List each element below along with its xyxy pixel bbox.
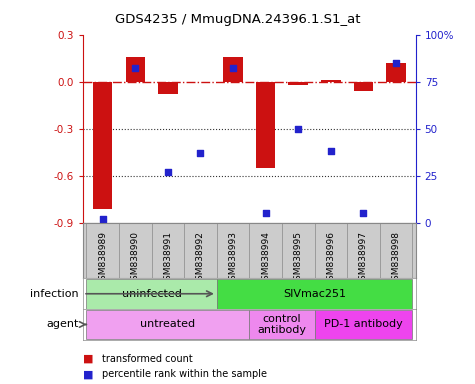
Point xyxy=(392,60,400,66)
Text: GSM838993: GSM838993 xyxy=(228,231,238,286)
Bar xyxy=(217,279,412,308)
Bar xyxy=(86,279,217,308)
Bar xyxy=(158,82,178,94)
Bar xyxy=(249,310,314,339)
Bar xyxy=(314,310,412,339)
Text: GSM838989: GSM838989 xyxy=(98,231,107,286)
Bar xyxy=(321,80,341,82)
Text: uninfected: uninfected xyxy=(122,289,181,299)
Point xyxy=(229,65,237,71)
Point xyxy=(327,148,335,154)
Bar xyxy=(256,82,276,168)
Text: GSM838992: GSM838992 xyxy=(196,231,205,286)
Text: GSM838991: GSM838991 xyxy=(163,231,172,286)
Point xyxy=(132,65,139,71)
Text: GSM838998: GSM838998 xyxy=(391,231,400,286)
Text: control
antibody: control antibody xyxy=(257,314,306,335)
Point xyxy=(360,210,367,217)
Text: SIVmac251: SIVmac251 xyxy=(283,289,346,299)
Bar xyxy=(125,56,145,82)
Point xyxy=(197,150,204,156)
Text: ■: ■ xyxy=(83,354,94,364)
Point xyxy=(262,210,269,217)
Text: GSM838994: GSM838994 xyxy=(261,231,270,286)
Bar xyxy=(288,82,308,85)
Bar xyxy=(93,82,113,209)
Text: GDS4235 / MmugDNA.24396.1.S1_at: GDS4235 / MmugDNA.24396.1.S1_at xyxy=(115,13,360,26)
Text: untreated: untreated xyxy=(140,319,195,329)
Bar xyxy=(354,82,373,91)
Text: percentile rank within the sample: percentile rank within the sample xyxy=(102,369,267,379)
Text: infection: infection xyxy=(30,289,78,299)
Text: transformed count: transformed count xyxy=(102,354,193,364)
Point xyxy=(164,169,171,175)
Text: GSM838996: GSM838996 xyxy=(326,231,335,286)
Text: GSM838997: GSM838997 xyxy=(359,231,368,286)
Bar xyxy=(223,56,243,82)
Bar xyxy=(86,310,249,339)
Bar xyxy=(386,63,406,82)
Text: PD-1 antibody: PD-1 antibody xyxy=(324,319,403,329)
Text: GSM838995: GSM838995 xyxy=(294,231,303,286)
Text: agent: agent xyxy=(46,319,78,329)
Text: ■: ■ xyxy=(83,369,94,379)
Text: GSM838990: GSM838990 xyxy=(131,231,140,286)
Point xyxy=(294,126,302,132)
Point xyxy=(99,216,106,222)
